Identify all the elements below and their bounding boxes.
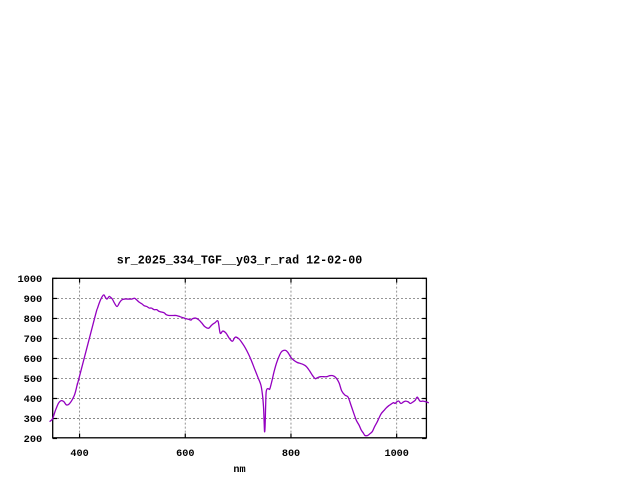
- svg-text:1000: 1000: [384, 449, 408, 460]
- svg-text:500: 500: [24, 374, 43, 386]
- svg-text:600: 600: [24, 354, 43, 366]
- svg-text:300: 300: [24, 414, 43, 426]
- svg-text:200: 200: [24, 434, 43, 446]
- svg-text:1000: 1000: [17, 274, 42, 286]
- svg-text:nm: nm: [233, 465, 245, 476]
- svg-text:800: 800: [282, 449, 300, 460]
- svg-text:700: 700: [24, 334, 43, 346]
- svg-text:900: 900: [24, 294, 43, 306]
- svg-text:800: 800: [24, 314, 43, 326]
- svg-text:400: 400: [24, 394, 43, 406]
- svg-text:600: 600: [176, 449, 194, 460]
- svg-text:sr_2025_334_TGF__y03_r_rad 12-: sr_2025_334_TGF__y03_r_rad 12-02-00: [117, 254, 362, 268]
- svg-text:400: 400: [70, 449, 88, 460]
